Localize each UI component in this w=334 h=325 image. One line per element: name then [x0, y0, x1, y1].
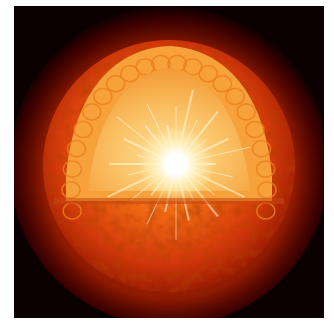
convection-cell	[93, 87, 113, 106]
convection-cell	[82, 103, 102, 121]
sun-cutaway-image	[14, 6, 324, 318]
convection-cell	[212, 74, 233, 93]
convection-cell	[135, 58, 155, 76]
convection-cell	[62, 160, 83, 178]
sun-illustration	[14, 6, 324, 318]
convection-cell	[225, 87, 245, 106]
convection-cell	[245, 120, 265, 139]
convection-cell	[183, 58, 203, 76]
convection-cell	[236, 103, 256, 121]
convection-cells	[61, 54, 277, 220]
convection-cell	[66, 139, 87, 158]
convection-cell	[255, 160, 276, 178]
convection-cell	[73, 120, 93, 139]
convection-cell	[198, 64, 218, 83]
convection-cell	[105, 74, 126, 93]
core	[164, 152, 188, 176]
convection-cell	[251, 139, 272, 158]
convection-cell	[120, 64, 140, 83]
cut-floor-edge	[54, 198, 284, 204]
